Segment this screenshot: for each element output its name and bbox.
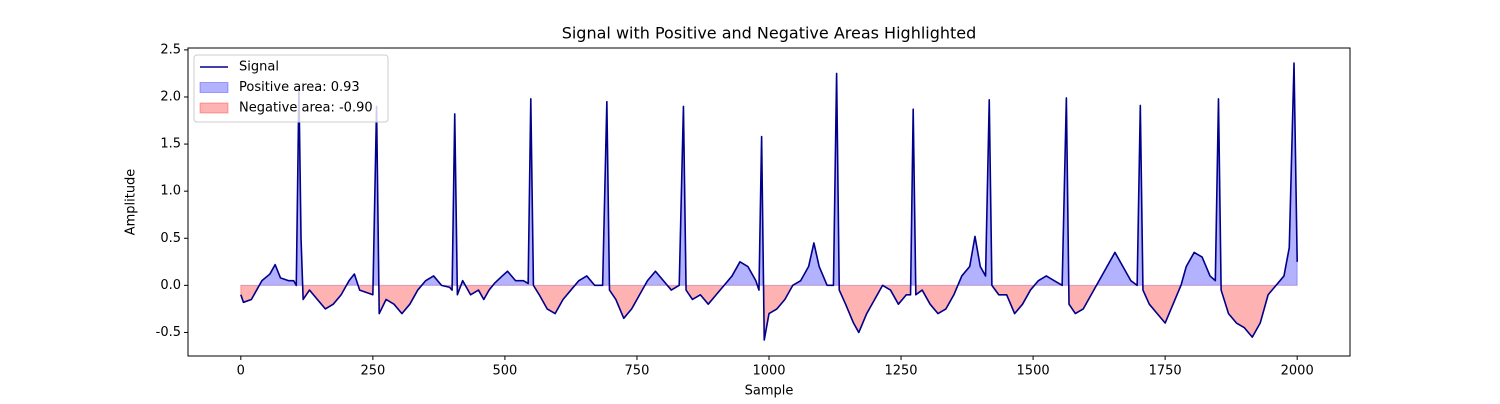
- x-tick-label: 750: [625, 364, 650, 379]
- x-tick-label: 0: [237, 364, 245, 379]
- y-tick-label: 2.0: [160, 89, 181, 104]
- legend-box: [193, 54, 389, 123]
- y-tick-label: 0.0: [160, 278, 181, 293]
- x-axis-label: Sample: [745, 384, 794, 399]
- x-tick-label: 2000: [1281, 364, 1314, 379]
- x-tick-label: 1500: [1017, 364, 1050, 379]
- legend-label: Signal: [239, 60, 279, 75]
- legend-swatch: [199, 82, 229, 93]
- legend-swatch: [199, 102, 229, 114]
- x-tick-label: 1250: [884, 364, 917, 379]
- legend-label: Positive area: 0.93: [239, 80, 360, 95]
- area-fill: [240, 63, 1298, 286]
- x-tick-label: 250: [360, 364, 385, 379]
- x-tick-label: 1000: [752, 364, 785, 379]
- y-tick-label: 0.5: [160, 231, 181, 246]
- x-tick-label: 1750: [1149, 364, 1182, 379]
- x-tick-label: 500: [492, 364, 517, 379]
- legend-label: Negative area: -0.90: [239, 101, 373, 116]
- signal-line: [240, 62, 1298, 341]
- chart-title: Signal with Positive and Negative Areas …: [562, 24, 977, 43]
- y-tick-label: -0.5: [156, 325, 181, 340]
- y-axis-label: Amplitude: [124, 169, 139, 236]
- y-tick-label: 1.5: [160, 137, 181, 152]
- y-tick-label: 2.5: [160, 42, 181, 57]
- plot-frame: [187, 47, 1351, 357]
- y-tick-label: 1.0: [160, 184, 181, 199]
